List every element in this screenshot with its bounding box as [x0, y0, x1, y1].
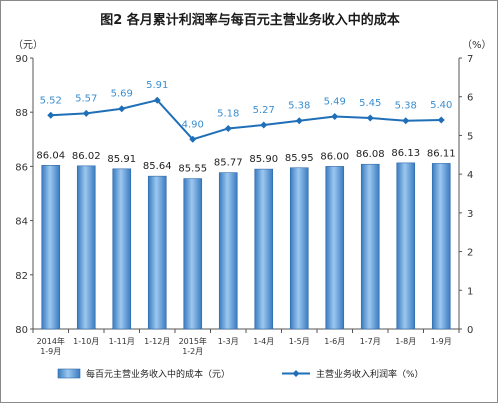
cost-bar	[147, 175, 167, 330]
x-tick-label: 1-9月	[431, 337, 452, 346]
cost-bar	[360, 163, 380, 330]
profit-rate-label: 5.91	[146, 80, 168, 91]
right-tick-label: 6	[467, 93, 473, 104]
bar-data-labels: 86.04 86.02 85.91 85.64 85.55 85.77 85.90 85.95…	[36, 148, 455, 175]
x-tick-label: 1-6月	[324, 337, 345, 346]
right-tick-label: 2	[467, 248, 473, 259]
left-axis-unit: （元）	[13, 39, 43, 51]
left-tick-label: 80	[15, 325, 28, 336]
cost-bar	[76, 165, 96, 330]
profit-rate-point	[224, 124, 232, 132]
legend-bar-label: 每百元主营业务收入中的成本（元）	[86, 368, 230, 380]
x-tick-label: 2015年	[179, 336, 207, 346]
right-tick-label: 7	[467, 54, 473, 65]
cost-bar	[41, 165, 61, 330]
chart-title: 图2 各月累计利润率与每百元主营业务收入中的成本	[100, 12, 400, 28]
right-tick-label: 1	[467, 286, 473, 297]
right-tick-label: 3	[467, 209, 473, 220]
profit-rate-point	[47, 111, 55, 119]
profit-rate-point	[331, 112, 339, 120]
profit-rate-label: 5.27	[253, 105, 275, 116]
cost-bar-label: 86.02	[72, 151, 101, 162]
cost-bar-label: 85.55	[178, 164, 207, 175]
right-axis-unit: （%）	[462, 39, 492, 51]
profit-rate-label: 5.49	[324, 96, 346, 107]
profit-rate-label: 5.38	[288, 101, 310, 112]
profit-rate-point	[402, 117, 410, 125]
left-tick-label: 90	[15, 54, 28, 65]
x-tick-label: 1-11月	[109, 337, 135, 346]
x-tick-label: 1-3月	[218, 337, 239, 346]
cost-bar	[431, 163, 451, 330]
profit-rate-label: 5.52	[40, 95, 62, 106]
profit-rate-label: 5.57	[75, 93, 97, 104]
line-series	[47, 96, 445, 143]
cost-bar	[183, 178, 203, 330]
line-data-labels: 5.52 5.57 5.69 5.91 4.90 5.18 5.27 5.38 5.49 5.45…	[40, 80, 453, 130]
profit-rate-label: 5.38	[395, 101, 417, 112]
axes: 80 82 84 86 88 90 0 1 2 3 4 5 6 7	[15, 54, 473, 336]
cost-bar	[289, 167, 309, 330]
x-tick-label: 1-7月	[360, 337, 381, 346]
x-tick-label: 1-5月	[289, 337, 310, 346]
profit-rate-point	[153, 96, 161, 104]
legend-line-label: 主营业务收入利润率（%）	[316, 368, 424, 380]
cost-bar	[112, 168, 132, 330]
left-tick-label: 86	[15, 162, 28, 173]
cost-bar-label: 86.11	[427, 148, 456, 159]
cost-bar	[218, 172, 238, 330]
profit-rate-label: 5.69	[111, 89, 133, 100]
cost-bar-label: 86.04	[36, 150, 65, 161]
x-tick-label: 1-10月	[73, 337, 99, 346]
x-tick-label: 1-8月	[395, 337, 416, 346]
cost-bar-label: 85.77	[214, 158, 243, 169]
left-tick-label: 88	[15, 108, 28, 119]
cost-bar-label: 85.91	[107, 154, 136, 165]
profit-rate-label: 5.45	[359, 98, 381, 109]
right-tick-label: 5	[467, 131, 473, 142]
x-tick-label: 2014年	[37, 336, 65, 346]
cost-bar-label: 85.90	[249, 154, 278, 165]
profit-rate-point	[437, 116, 445, 124]
right-tick-label: 4	[467, 170, 473, 181]
profit-rate-point	[189, 135, 197, 143]
profit-rate-point	[118, 105, 126, 113]
cost-bar	[396, 162, 416, 330]
right-tick-label: 0	[467, 325, 473, 336]
profit-rate-label: 5.18	[217, 108, 239, 119]
legend-bar-swatch	[57, 368, 81, 379]
profit-rate-label: 4.90	[182, 119, 204, 130]
x-tick-label: 1-4月	[253, 337, 274, 346]
profit-rate-point	[82, 109, 90, 117]
profit-rate-point	[366, 114, 374, 122]
left-tick-label: 84	[15, 217, 28, 228]
profit-rate-point	[295, 117, 303, 125]
cost-bar	[325, 166, 345, 330]
profit-rate-label: 5.40	[430, 100, 452, 111]
x-tick-label: 1-9月	[40, 347, 61, 356]
cost-bar-label: 85.64	[143, 161, 172, 172]
profit-rate-point	[260, 121, 268, 129]
cost-bar-label: 85.95	[285, 153, 314, 164]
bar-series	[41, 162, 451, 330]
profit-rate-line	[50, 99, 442, 141]
x-tick-label: 1-2月	[182, 347, 203, 356]
left-tick-label: 82	[15, 271, 28, 282]
legend: 每百元主营业务收入中的成本（元） 主营业务收入利润率（%）	[57, 368, 424, 380]
cost-bar-label: 86.00	[320, 151, 349, 162]
x-tick-label: 1-12月	[144, 337, 170, 346]
cost-bar-label: 86.08	[356, 149, 385, 160]
legend-line-marker	[292, 370, 300, 377]
cost-bar	[254, 168, 274, 330]
cost-bar-label: 86.13	[391, 148, 420, 159]
